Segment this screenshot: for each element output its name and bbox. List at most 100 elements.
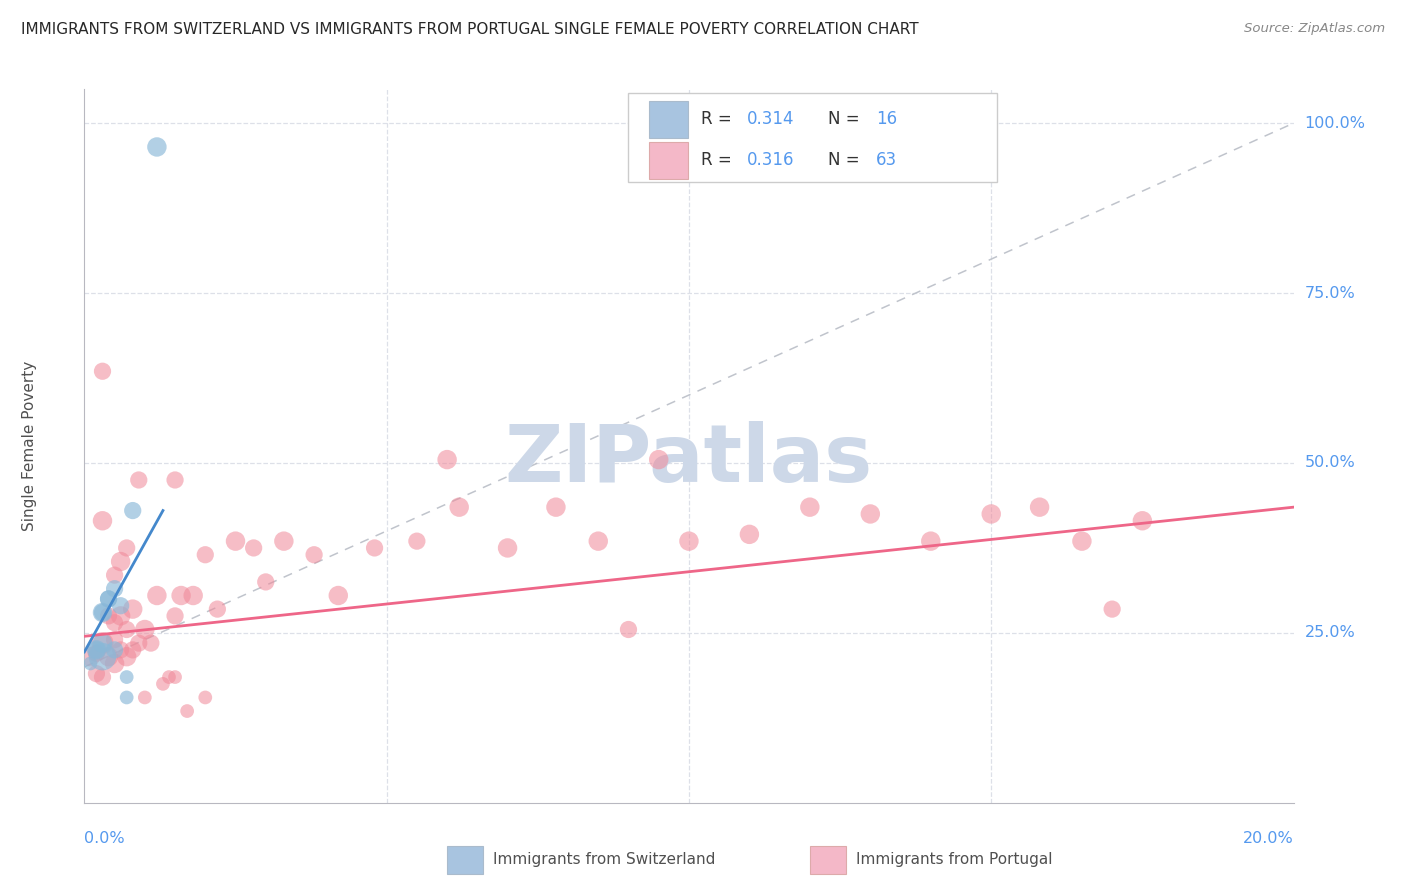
Point [799, 500, 821, 515]
Text: N =: N = [828, 152, 865, 169]
Bar [650, 101, 688, 138]
Text: 20.0%: 20.0% [1243, 830, 1294, 846]
Point [449, 500, 471, 515]
Point [588, 534, 610, 549]
Point [1028, 500, 1050, 515]
Point [104, 643, 127, 657]
Point [104, 632, 127, 647]
Point [110, 599, 132, 613]
Point [363, 541, 385, 555]
Point [207, 602, 229, 616]
Point [163, 473, 186, 487]
Point [1101, 602, 1123, 616]
Point [152, 677, 174, 691]
Point [110, 643, 132, 657]
Text: 0.316: 0.316 [747, 152, 794, 169]
Point [79, 649, 101, 664]
Text: R =: R = [702, 152, 737, 169]
Text: N =: N = [828, 111, 865, 128]
Point [121, 602, 143, 616]
Text: 0.314: 0.314 [747, 111, 794, 128]
Point [86, 643, 108, 657]
Point [97, 591, 120, 606]
Text: Source: ZipAtlas.com: Source: ZipAtlas.com [1244, 22, 1385, 36]
Point [104, 568, 127, 582]
Point [115, 623, 138, 637]
Point [104, 657, 127, 671]
Bar [447, 846, 484, 874]
Point [273, 534, 295, 549]
Text: 50.0%: 50.0% [1305, 456, 1355, 470]
Point [97, 591, 120, 606]
Point [544, 500, 567, 515]
Point [97, 649, 120, 664]
Text: 25.0%: 25.0% [1305, 625, 1355, 640]
Point [163, 670, 186, 684]
Point [146, 589, 169, 603]
Point [91, 606, 114, 620]
Point [91, 636, 114, 650]
Point [91, 649, 114, 664]
Point [157, 670, 180, 684]
Point [980, 507, 1002, 521]
Point [194, 690, 217, 705]
Point [79, 657, 101, 671]
Point [115, 670, 138, 684]
Point [121, 643, 143, 657]
Point [97, 608, 120, 623]
Text: 63: 63 [876, 152, 897, 169]
Point [91, 364, 114, 378]
Point [91, 514, 114, 528]
Point [110, 608, 132, 623]
Point [176, 704, 198, 718]
Text: IMMIGRANTS FROM SWITZERLAND VS IMMIGRANTS FROM PORTUGAL SINGLE FEMALE POVERTY CO: IMMIGRANTS FROM SWITZERLAND VS IMMIGRANT… [21, 22, 918, 37]
Point [242, 541, 264, 555]
Point [163, 608, 186, 623]
Point [678, 534, 700, 549]
Bar [810, 846, 846, 874]
Point [115, 690, 138, 705]
Text: Immigrants from Switzerland: Immigrants from Switzerland [494, 853, 716, 867]
Point [91, 636, 114, 650]
Point [738, 527, 761, 541]
Text: Immigrants from Portugal: Immigrants from Portugal [856, 853, 1052, 867]
Point [121, 503, 143, 517]
Point [134, 690, 156, 705]
Point [920, 534, 942, 549]
Point [859, 507, 882, 521]
Point [225, 534, 247, 549]
Point [328, 589, 350, 603]
Text: Single Female Poverty: Single Female Poverty [22, 361, 38, 531]
Text: 16: 16 [876, 111, 897, 128]
FancyBboxPatch shape [628, 93, 997, 182]
Point [128, 636, 150, 650]
Point [86, 646, 108, 660]
Point [1071, 534, 1094, 549]
Point [134, 623, 156, 637]
Point [647, 452, 671, 467]
Point [496, 541, 519, 555]
Point [104, 615, 127, 630]
Point [86, 666, 108, 681]
Point [1130, 514, 1153, 528]
Point [115, 649, 138, 664]
Point [436, 452, 458, 467]
Text: 75.0%: 75.0% [1305, 285, 1355, 301]
Point [91, 606, 114, 620]
Point [115, 541, 138, 555]
Point [194, 548, 217, 562]
Text: 100.0%: 100.0% [1305, 116, 1365, 131]
Text: 0.0%: 0.0% [84, 830, 125, 846]
Point [110, 555, 132, 569]
Text: R =: R = [702, 111, 737, 128]
Point [254, 574, 277, 589]
Point [91, 670, 114, 684]
Point [139, 636, 162, 650]
Point [617, 623, 640, 637]
Point [302, 548, 325, 562]
Point [170, 589, 193, 603]
Bar [650, 142, 688, 179]
Point [104, 582, 127, 596]
Point [406, 534, 429, 549]
Text: ZIPatlas: ZIPatlas [505, 421, 873, 500]
